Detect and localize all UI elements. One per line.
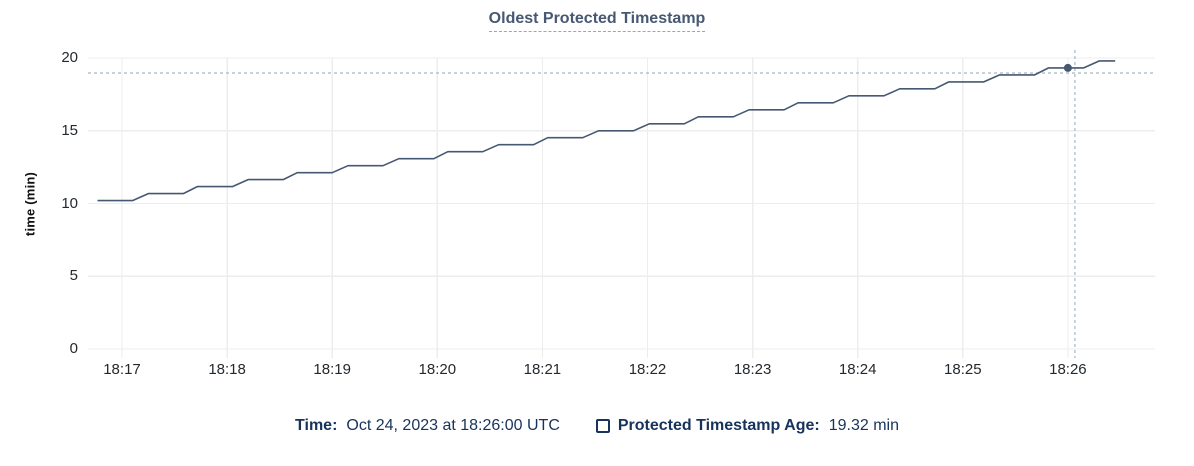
x-tick-label: 18:19 bbox=[313, 361, 351, 378]
y-tick-label: 5 bbox=[69, 267, 78, 285]
x-tick-label: 18:21 bbox=[523, 361, 562, 378]
x-tick-label: 18:22 bbox=[628, 361, 667, 378]
chart-footer: Time: Oct 24, 2023 at 18:26:00 UTC Prote… bbox=[0, 417, 1194, 435]
hover-time-readout: Time: Oct 24, 2023 at 18:26:00 UTC bbox=[295, 417, 560, 435]
time-value: Oct 24, 2023 at 18:26:00 UTC bbox=[346, 417, 560, 434]
y-tick-label: 20 bbox=[61, 49, 78, 66]
legend-item-protected-timestamp-age[interactable]: Protected Timestamp Age: 19.32 min bbox=[595, 417, 899, 435]
plot-area[interactable] bbox=[88, 50, 1158, 362]
series-line bbox=[97, 60, 1116, 202]
x-tick-label: 18:26 bbox=[1049, 361, 1087, 378]
x-tick-label: 18:18 bbox=[208, 361, 246, 378]
x-tick-label: 18:24 bbox=[838, 361, 877, 378]
chart-header: Oldest Protected Timestamp bbox=[0, 10, 1194, 32]
x-tick-label: 18:23 bbox=[733, 361, 772, 378]
y-tick-label: 15 bbox=[61, 121, 78, 139]
legend-series-label: Protected Timestamp Age: bbox=[617, 417, 820, 434]
time-label: Time: bbox=[295, 417, 338, 434]
legend-checkbox-icon[interactable] bbox=[595, 419, 610, 433]
legend-series-value: 19.32 min bbox=[828, 417, 899, 434]
y-tick-label: 0 bbox=[69, 340, 78, 357]
hover-point-dot bbox=[1063, 63, 1072, 72]
x-tick-label: 18:25 bbox=[944, 361, 982, 378]
x-tick-label: 18:17 bbox=[103, 361, 141, 378]
chart-title[interactable]: Oldest Protected Timestamp bbox=[488, 10, 706, 32]
x-tick-label: 18:20 bbox=[418, 361, 457, 378]
y-tick-label: 10 bbox=[61, 194, 78, 212]
